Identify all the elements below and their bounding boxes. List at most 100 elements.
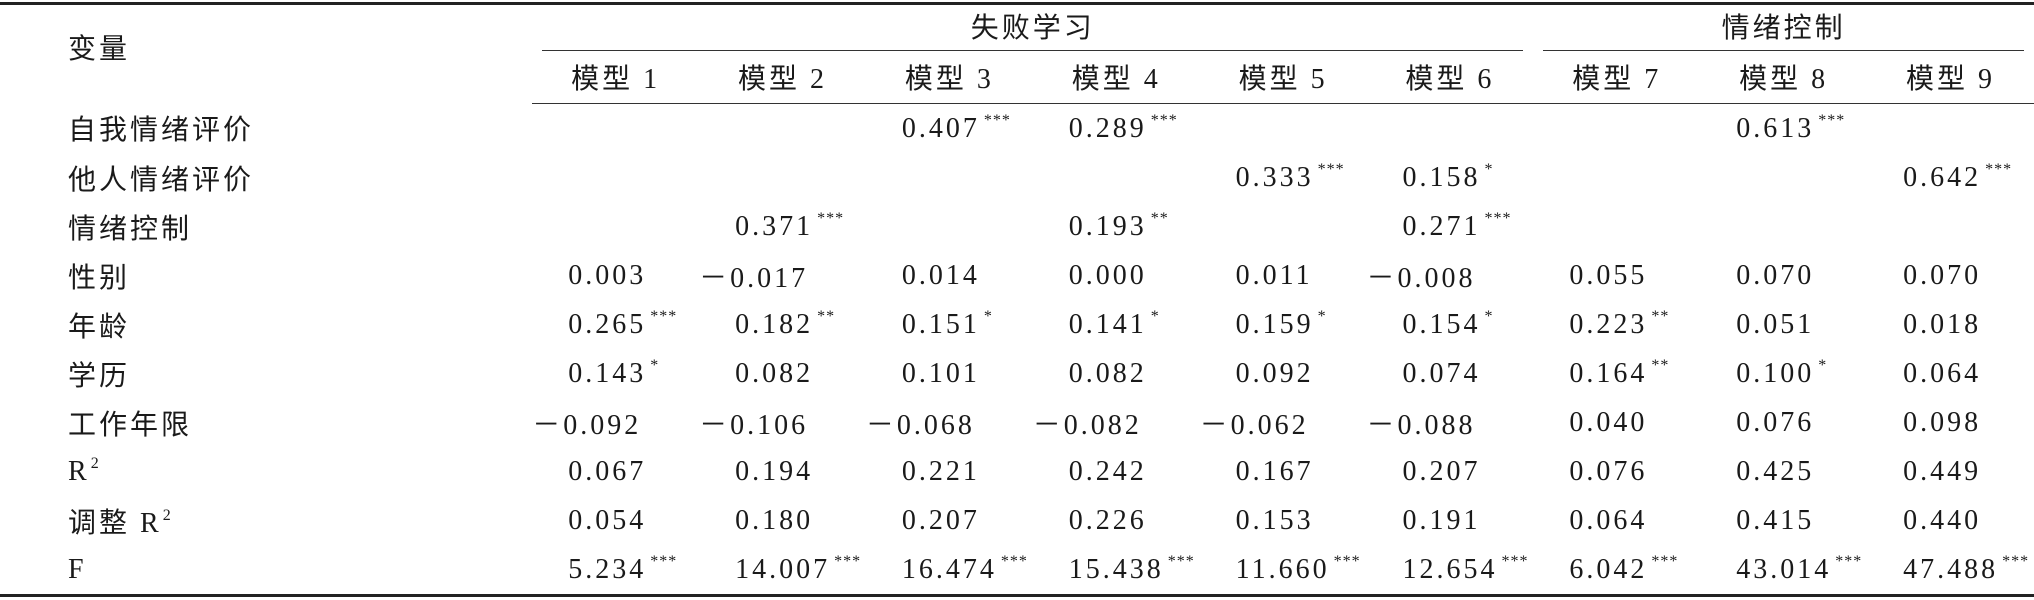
cell-value: 0.076 xyxy=(1569,455,1648,487)
cell-value: －0.062 xyxy=(1199,409,1309,441)
cell-value: 0.098 xyxy=(1903,406,1982,438)
significance: ** xyxy=(1651,357,1670,374)
row-label: 年龄 xyxy=(0,300,532,349)
cell-value: 0.014 xyxy=(901,259,980,291)
cell: 0.070 xyxy=(1700,251,1867,300)
cell xyxy=(1867,104,2034,154)
significance: * xyxy=(983,308,993,325)
cell-value: 0.100 xyxy=(1736,358,1815,389)
cell-value: 0.449 xyxy=(1903,455,1982,487)
significance: ** xyxy=(1150,210,1169,227)
cell-value: －0.017 xyxy=(699,262,809,294)
cell-value: 6.042 xyxy=(1569,554,1648,585)
significance: * xyxy=(1150,308,1160,325)
cell-value: 0.182 xyxy=(735,309,814,340)
cell-value: 0.407 xyxy=(901,113,980,144)
cell xyxy=(1200,202,1367,251)
row-label-text: 情绪控制 xyxy=(68,213,193,245)
cell: －0.008 xyxy=(1367,251,1534,300)
cell-value: 14.007 xyxy=(735,554,831,585)
cell-value: 0.054 xyxy=(568,504,647,536)
cell: 0.154 * xyxy=(1367,300,1534,349)
cell-value: －0.068 xyxy=(865,409,975,441)
significance: *** xyxy=(650,553,678,570)
cell: 0.158 * xyxy=(1367,153,1534,202)
significance: *** xyxy=(1333,553,1361,570)
cell: 0.054 xyxy=(532,496,699,545)
cell: 0.151 * xyxy=(866,300,1033,349)
cell-value: 0.082 xyxy=(735,357,814,389)
cell-value: 0.067 xyxy=(568,455,647,487)
cell xyxy=(699,153,866,202)
cell xyxy=(1533,153,1700,202)
significance: *** xyxy=(2002,553,2030,570)
significance: * xyxy=(650,357,660,374)
cell-value: 0.151 xyxy=(901,309,980,340)
cell: 0.018 xyxy=(1867,300,2034,349)
cell-value: 5.234 xyxy=(568,554,647,585)
cell: 0.242 xyxy=(1033,447,1200,496)
significance: *** xyxy=(1000,553,1028,570)
cell-value: 0.242 xyxy=(1068,455,1147,487)
cell: 5.234 *** xyxy=(532,545,699,596)
cell: 0.265 *** xyxy=(532,300,699,349)
cell: 0.407 *** xyxy=(866,104,1033,154)
cell: －0.088 xyxy=(1367,398,1534,447)
cell-value: 0.180 xyxy=(735,504,814,536)
significance: *** xyxy=(1167,553,1195,570)
cell-value: 0.194 xyxy=(735,455,814,487)
cell: 12.654 *** xyxy=(1367,545,1534,596)
cell-value: 0.000 xyxy=(1068,259,1147,291)
cell: 0.064 xyxy=(1533,496,1700,545)
cell: 0.180 xyxy=(699,496,866,545)
cell-value: 0.193 xyxy=(1068,211,1147,242)
cell-value: 0.070 xyxy=(1736,259,1815,291)
row-label-text: 性别 xyxy=(68,262,131,294)
cell-value: 43.014 xyxy=(1736,554,1832,585)
superscript: 2 xyxy=(162,506,172,524)
cell: 0.143 * xyxy=(532,349,699,398)
cell xyxy=(1200,104,1367,154)
cell-value: 0.289 xyxy=(1068,113,1147,144)
cell xyxy=(1867,202,2034,251)
group-title: 失败学习 xyxy=(542,6,1524,51)
cell: －0.017 xyxy=(699,251,866,300)
row-label: 学历 xyxy=(0,349,532,398)
row-label: 情绪控制 xyxy=(0,202,532,251)
significance: *** xyxy=(1317,161,1345,178)
cell: 0.098 xyxy=(1867,398,2034,447)
cell: 0.070 xyxy=(1867,251,2034,300)
row-label-text: 他人情绪评价 xyxy=(68,164,255,196)
cell: 14.007 *** xyxy=(699,545,866,596)
row: R2 0.067 0.194 0.221 0.242 0.167 0.207 0.076 0.4… xyxy=(0,447,2034,496)
cell-value: 0.164 xyxy=(1569,358,1648,389)
cell xyxy=(532,202,699,251)
model-header: 模型 6 xyxy=(1366,51,1534,104)
cell: 0.164 ** xyxy=(1533,349,1700,398)
cell: 0.223 ** xyxy=(1533,300,1700,349)
row-label-text: F xyxy=(68,553,87,585)
cell-value: 0.074 xyxy=(1402,357,1481,389)
significance: * xyxy=(1818,357,1828,374)
cell xyxy=(1700,202,1867,251)
cell: 0.226 xyxy=(1033,496,1200,545)
cell: 0.415 xyxy=(1700,496,1867,545)
cell-value: 0.642 xyxy=(1903,162,1982,193)
row-label: 他人情绪评价 xyxy=(0,153,532,202)
cell: －0.062 xyxy=(1200,398,1367,447)
cell: 16.474 *** xyxy=(866,545,1033,596)
row: 学历 0.143 * 0.082 0.101 0.082 0.092 0.074 0.164 **… xyxy=(0,349,2034,398)
cell: 0.055 xyxy=(1533,251,1700,300)
cell-value: 0.159 xyxy=(1235,309,1314,340)
cell: 0.613 *** xyxy=(1700,104,1867,154)
row: 调整 R2 0.054 0.180 0.207 0.226 0.153 0.191 0.064… xyxy=(0,496,2034,545)
group-title: 情绪控制 xyxy=(1543,6,2024,51)
cell-value: 0.613 xyxy=(1736,113,1815,144)
cell: 0.153 xyxy=(1200,496,1367,545)
cell-value: 0.143 xyxy=(568,358,647,389)
cell xyxy=(532,104,699,154)
cell-value: 0.191 xyxy=(1402,504,1481,536)
significance: *** xyxy=(1484,210,1512,227)
